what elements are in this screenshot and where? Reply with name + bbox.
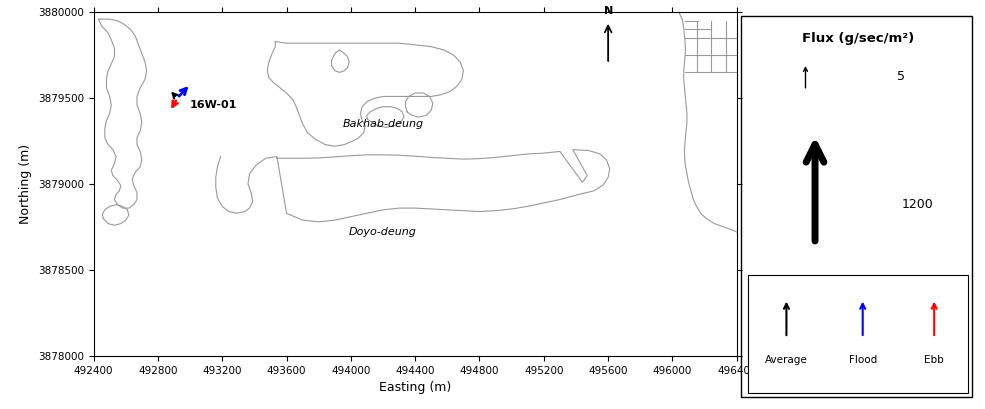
Text: 1200: 1200 (901, 198, 934, 211)
Text: 5: 5 (896, 70, 905, 83)
Text: Flood: Flood (848, 355, 877, 366)
Text: Average: Average (765, 355, 808, 366)
Text: 16W-01: 16W-01 (190, 101, 237, 110)
Text: Ebb: Ebb (924, 355, 944, 366)
Text: Doyo-deung: Doyo-deung (349, 227, 417, 237)
X-axis label: Easting (m): Easting (m) (379, 381, 451, 394)
Bar (749, 275, 967, 393)
Text: Bakhab-deung: Bakhab-deung (343, 119, 424, 129)
Text: Flux (g/sec/m²): Flux (g/sec/m²) (802, 32, 914, 45)
Text: N: N (604, 6, 613, 16)
Y-axis label: Northing (m): Northing (m) (19, 144, 33, 224)
